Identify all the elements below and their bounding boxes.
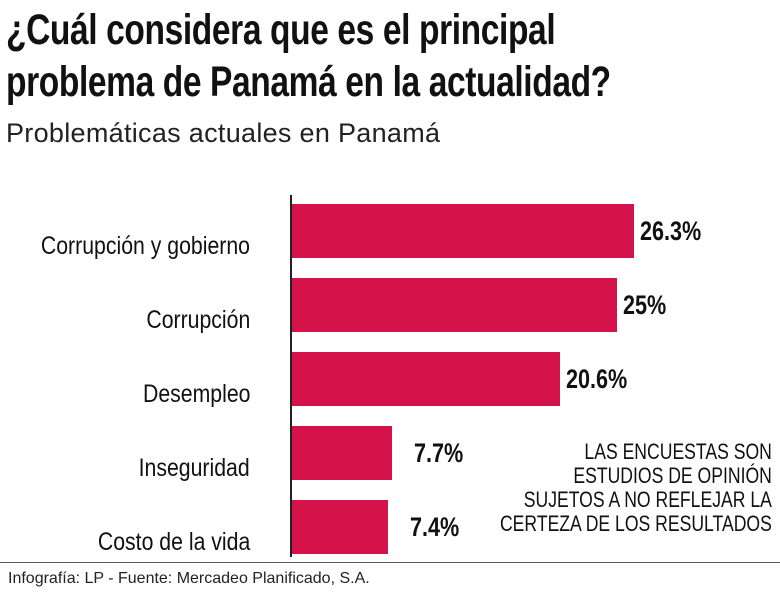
footer-divider bbox=[0, 562, 780, 563]
category-label: Corrupción y gobierno bbox=[40, 232, 250, 260]
bar bbox=[292, 426, 393, 480]
bar bbox=[292, 278, 617, 332]
category-axis-line bbox=[290, 195, 292, 557]
disclaimer-note: LAS ENCUESTAS SON ESTUDIOS DE OPINIÓN SU… bbox=[500, 440, 772, 536]
title-line-1: ¿Cuál considera que es el principal bbox=[6, 6, 556, 54]
category-label: Corrupción bbox=[146, 306, 250, 334]
bar bbox=[292, 500, 389, 554]
value-label: 20.6% bbox=[565, 364, 628, 394]
source-footer: Infografía: LP - Fuente: Mercadeo Planif… bbox=[8, 570, 370, 587]
value-label: 7.4% bbox=[410, 512, 460, 542]
value-label: 7.7% bbox=[414, 438, 464, 468]
note-line: CERTEZA DE LOS RESULTADOS bbox=[500, 511, 772, 536]
bar bbox=[292, 204, 634, 258]
subtitle: Problemáticas actuales en Panamá bbox=[6, 118, 441, 148]
title-line-2: problema de Panamá en la actualidad? bbox=[6, 58, 611, 106]
category-label: Desempleo bbox=[142, 380, 250, 408]
category-label: Costo de la vida bbox=[97, 528, 250, 556]
bar bbox=[292, 352, 560, 406]
category-label: Inseguridad bbox=[138, 454, 250, 482]
note-line: LAS ENCUESTAS SON bbox=[584, 439, 772, 464]
value-label: 25% bbox=[623, 290, 667, 320]
note-line: SUJETOS A NO REFLEJAR LA bbox=[523, 487, 772, 512]
value-label: 26.3% bbox=[639, 216, 702, 246]
note-line: ESTUDIOS DE OPINIÓN bbox=[573, 463, 772, 488]
